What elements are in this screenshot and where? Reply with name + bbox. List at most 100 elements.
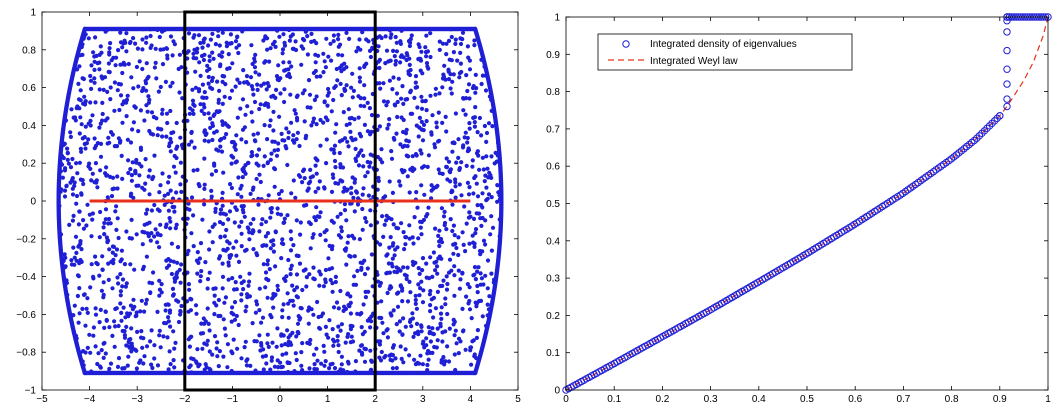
point bbox=[347, 37, 351, 41]
point bbox=[401, 265, 405, 269]
point bbox=[414, 298, 418, 302]
point bbox=[343, 208, 347, 212]
point bbox=[487, 307, 491, 311]
point bbox=[476, 154, 480, 158]
point bbox=[402, 230, 406, 234]
point bbox=[165, 112, 169, 116]
point bbox=[188, 335, 192, 339]
point bbox=[466, 44, 470, 48]
point bbox=[483, 274, 487, 278]
point bbox=[400, 299, 404, 303]
point bbox=[409, 324, 413, 328]
point bbox=[221, 191, 225, 195]
point bbox=[100, 289, 104, 293]
point bbox=[208, 59, 212, 63]
point bbox=[135, 366, 139, 370]
point bbox=[309, 246, 313, 250]
point bbox=[326, 55, 330, 59]
point bbox=[333, 131, 337, 135]
point bbox=[436, 290, 440, 294]
point bbox=[281, 242, 285, 246]
point bbox=[91, 50, 95, 54]
right-x-tick-label: 1 bbox=[1045, 394, 1051, 403]
point bbox=[88, 213, 92, 217]
point bbox=[120, 121, 124, 125]
point bbox=[450, 58, 454, 62]
point bbox=[475, 211, 479, 215]
point bbox=[340, 355, 344, 359]
point bbox=[131, 86, 135, 90]
point bbox=[249, 154, 253, 158]
point bbox=[295, 137, 299, 141]
point bbox=[168, 308, 172, 312]
point bbox=[467, 185, 471, 189]
point bbox=[221, 262, 225, 266]
point bbox=[61, 143, 65, 147]
point bbox=[303, 119, 307, 123]
point bbox=[475, 301, 479, 305]
point bbox=[193, 146, 197, 150]
point bbox=[437, 111, 441, 115]
point bbox=[131, 160, 135, 164]
point bbox=[325, 137, 329, 141]
point bbox=[187, 31, 191, 35]
point bbox=[169, 189, 173, 193]
point bbox=[93, 100, 97, 104]
point bbox=[484, 88, 488, 92]
point bbox=[391, 75, 395, 79]
point bbox=[93, 255, 97, 259]
point bbox=[344, 249, 348, 253]
point bbox=[473, 231, 477, 235]
point bbox=[425, 119, 429, 123]
point bbox=[138, 59, 142, 63]
point bbox=[425, 363, 429, 367]
point bbox=[307, 366, 311, 370]
point bbox=[271, 128, 275, 132]
point bbox=[133, 42, 137, 46]
point bbox=[359, 134, 363, 138]
point bbox=[245, 74, 249, 78]
point bbox=[253, 60, 257, 64]
point bbox=[74, 235, 78, 239]
point bbox=[390, 264, 394, 268]
point bbox=[230, 305, 234, 309]
point bbox=[305, 341, 309, 345]
point bbox=[216, 110, 220, 114]
point bbox=[251, 87, 255, 91]
point bbox=[263, 285, 267, 289]
point bbox=[467, 192, 471, 196]
point bbox=[69, 107, 73, 111]
point bbox=[325, 228, 329, 232]
point bbox=[468, 67, 472, 71]
point bbox=[280, 138, 284, 142]
point bbox=[235, 208, 239, 212]
point bbox=[195, 361, 199, 365]
point bbox=[88, 100, 92, 104]
point bbox=[493, 119, 497, 123]
point bbox=[223, 327, 227, 331]
point bbox=[98, 235, 102, 239]
point bbox=[153, 65, 157, 69]
point bbox=[422, 345, 426, 349]
point bbox=[315, 172, 319, 176]
point bbox=[327, 91, 331, 95]
point bbox=[453, 233, 457, 237]
point bbox=[311, 266, 315, 270]
point bbox=[477, 168, 481, 172]
point bbox=[164, 135, 168, 139]
point bbox=[110, 286, 114, 290]
point bbox=[228, 209, 232, 213]
point bbox=[227, 52, 231, 56]
point bbox=[86, 311, 90, 315]
point bbox=[66, 151, 70, 155]
point bbox=[336, 339, 340, 343]
point bbox=[178, 53, 182, 57]
point bbox=[113, 345, 117, 349]
point bbox=[430, 326, 434, 330]
point bbox=[80, 45, 84, 49]
point bbox=[400, 28, 404, 32]
point bbox=[279, 256, 283, 260]
point bbox=[403, 273, 407, 277]
point bbox=[348, 130, 352, 134]
point bbox=[93, 35, 97, 39]
